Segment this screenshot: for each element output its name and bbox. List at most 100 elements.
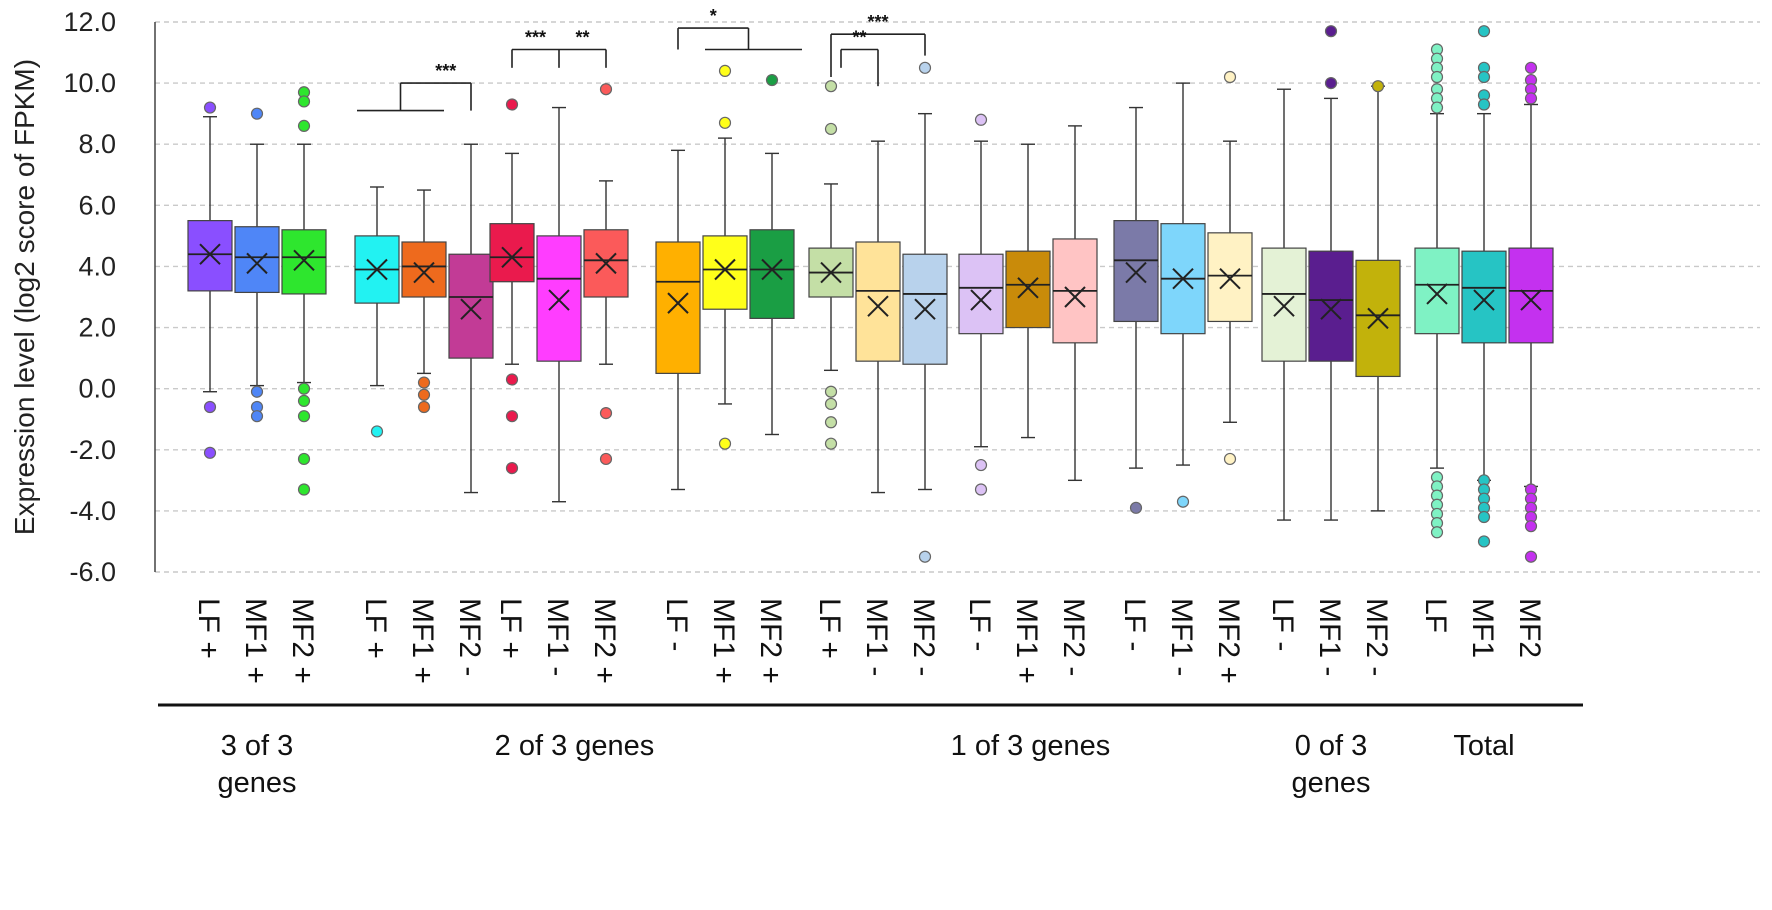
box-3-0	[1261, 88, 1307, 521]
box-0-2	[281, 86, 327, 496]
box-1-4	[536, 106, 582, 503]
significance-bracket: ***	[357, 61, 472, 112]
group-labels: 3 of 3 genes 2 of 3 genes 1 of 3 genes 0 of …	[158, 703, 1583, 799]
outlier-point	[1223, 452, 1237, 466]
mean-marker	[914, 298, 936, 320]
box-iqr	[401, 241, 447, 298]
category-label: LF +	[494, 598, 527, 659]
y-tick-label: 4.0	[78, 251, 116, 281]
mean-marker	[548, 289, 570, 311]
outlier-point	[297, 394, 311, 407]
outlier-point	[765, 73, 779, 87]
significance-bracket: *	[677, 6, 802, 51]
category-label: MF2 +	[588, 598, 621, 684]
outlier-point	[1430, 526, 1444, 539]
category-label: MF1 -	[1313, 598, 1346, 676]
category-label: LF -	[660, 598, 693, 651]
mean-marker	[1426, 283, 1448, 305]
outlier-point	[417, 376, 431, 389]
mean-marker	[1367, 307, 1389, 330]
y-tick-label: 0.0	[78, 374, 116, 404]
category-label: LF +	[813, 598, 846, 659]
significance-label: **	[575, 28, 589, 48]
box-iqr	[281, 229, 327, 295]
category-label: MF1	[1466, 598, 1499, 658]
outlier-point	[599, 83, 613, 96]
box-iqr	[1207, 232, 1253, 323]
box-0-1	[234, 107, 280, 423]
box-iqr	[655, 241, 701, 374]
category-label: MF2	[1513, 598, 1546, 658]
outlier-point	[599, 407, 613, 420]
mean-marker	[1273, 295, 1295, 317]
category-label: LF +	[359, 598, 392, 659]
outlier-point	[1477, 25, 1491, 38]
box-iqr	[958, 253, 1004, 335]
y-tick-label: -4.0	[69, 496, 116, 526]
outlier-point	[297, 95, 311, 108]
outlier-point	[505, 373, 519, 386]
box-iqr	[855, 241, 901, 362]
box-iqr	[234, 226, 280, 294]
significance-bracket: *****	[830, 12, 926, 87]
mean-marker	[667, 292, 689, 314]
box-1-3	[489, 98, 535, 475]
category-label: MF1 -	[541, 598, 574, 676]
outlier-point	[203, 400, 217, 414]
box-4-2	[1508, 61, 1554, 563]
box-2-3	[958, 113, 1004, 496]
y-tick-label: 6.0	[78, 190, 116, 220]
outlier-point	[1430, 101, 1444, 114]
outlier-point	[203, 101, 217, 114]
outlier-point	[505, 462, 519, 475]
outlier-point	[1477, 98, 1491, 111]
mean-marker	[714, 258, 736, 281]
box-2-7	[1160, 82, 1206, 508]
group-label: 3 of 3	[221, 730, 294, 762]
box-iqr	[1261, 247, 1307, 362]
outlier-point	[297, 382, 311, 395]
box-4-0	[1414, 43, 1460, 539]
group-label: genes	[1291, 767, 1370, 799]
group-label: genes	[217, 767, 296, 799]
significance-layer: ****** *** *****	[357, 6, 926, 112]
outlier-point	[718, 64, 732, 77]
box-iqr	[1461, 250, 1507, 344]
category-label: LF	[1419, 598, 1452, 633]
group-label: 2 of 3 genes	[495, 730, 655, 762]
y-tick-label: -2.0	[69, 435, 116, 465]
mean-marker	[246, 252, 268, 275]
box-2-1	[855, 140, 901, 494]
box-2-4	[1005, 143, 1051, 439]
outlier-point	[1223, 70, 1237, 84]
outlier-point	[417, 388, 431, 401]
mean-marker	[1064, 286, 1086, 308]
outlier-point	[1371, 80, 1385, 93]
mean-marker	[595, 252, 617, 275]
significance-label: ***	[525, 28, 546, 48]
mean-marker	[1320, 298, 1342, 320]
outlier-point	[297, 452, 311, 466]
outlier-point	[370, 425, 384, 438]
category-label: MF1 +	[239, 598, 272, 684]
outlier-point	[1430, 70, 1444, 84]
category-label: LF -	[963, 598, 996, 651]
box-iqr	[1414, 247, 1460, 335]
outlier-point	[1524, 61, 1538, 74]
outlier-point	[1129, 501, 1143, 514]
box-1-5	[583, 83, 629, 466]
outlier-point	[297, 119, 311, 132]
mean-marker	[1017, 277, 1039, 299]
box-iqr	[1113, 220, 1159, 323]
category-label: LF +	[192, 598, 225, 659]
outlier-point	[1524, 520, 1538, 533]
mean-marker	[1125, 261, 1147, 284]
y-tick-label: 8.0	[78, 129, 116, 159]
category-label: MF2 +	[754, 598, 787, 684]
box-iqr	[489, 223, 535, 283]
y-axis-title: Expression level (log2 score of FPKM)	[9, 59, 40, 535]
box-0-0	[187, 101, 233, 459]
outlier-point	[1477, 510, 1491, 524]
category-label: LF -	[1266, 598, 1299, 651]
outlier-point	[505, 410, 519, 423]
